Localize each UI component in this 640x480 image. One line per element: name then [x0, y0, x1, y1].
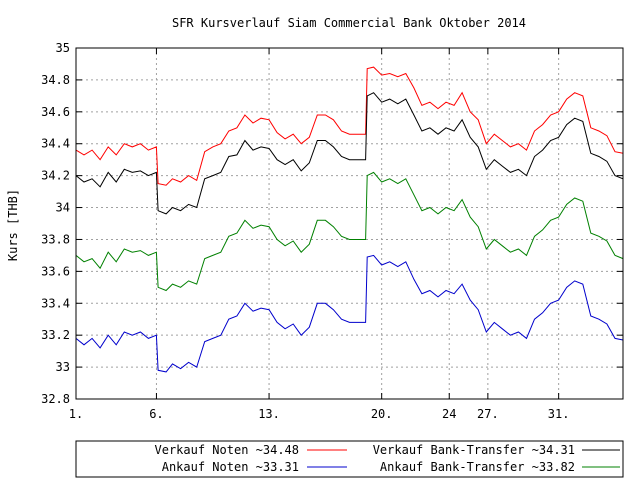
series-line — [75, 254, 624, 373]
x-tick-label: 1. — [69, 407, 83, 421]
y-axis-ticks: 32.8 33 33.2 33.4 33.6 33.8 34 34.2 34.4 34.6 34.8… — [41, 41, 623, 406]
legend-label: Verkauf Bank-Transfer ~34.31 — [373, 443, 575, 457]
series-group — [75, 66, 624, 186]
series-group — [75, 254, 624, 373]
series-line — [75, 66, 624, 186]
y-tick-label: 34.2 — [41, 169, 70, 183]
x-tick-label: 6. — [149, 407, 163, 421]
legend-box — [75, 440, 624, 478]
x-tick-label: 13. — [258, 407, 280, 421]
x-tick-label: 27. — [477, 407, 499, 421]
y-tick-label: 33.6 — [41, 264, 70, 278]
grid-lines — [76, 48, 623, 399]
legend-label: Ankauf Noten ~33.31 — [162, 460, 299, 474]
legend: Verkauf Noten ~34.48 Verkauf Bank-Transfe… — [75, 440, 624, 478]
x-tick-label: 24 — [442, 407, 456, 421]
y-tick-label: 33 — [56, 360, 70, 374]
x-tick-label: 31. — [548, 407, 570, 421]
y-tick-label: 34.4 — [41, 137, 70, 151]
legend-label: Verkauf Noten ~34.48 — [155, 443, 300, 457]
legend-label: Ankauf Bank-Transfer ~33.82 — [380, 460, 575, 474]
series-layer — [75, 66, 624, 373]
y-tick-label: 34.8 — [41, 73, 70, 87]
y-tick-label: 35 — [56, 41, 70, 55]
series-line — [75, 92, 624, 215]
series-group — [75, 92, 624, 215]
y-tick-label: 34 — [56, 201, 70, 215]
y-tick-label: 33.8 — [41, 232, 70, 246]
x-axis-ticks: 1. 6. 13. 20. 24 27. 31. — [69, 48, 570, 421]
y-tick-label: 34.6 — [41, 105, 70, 119]
plot-frame — [75, 47, 624, 400]
y-tick-label: 33.2 — [41, 328, 70, 342]
series-group — [75, 171, 624, 292]
chart-title: SFR Kursverlauf Siam Commercial Bank Okt… — [172, 16, 526, 30]
y-tick-label: 33.4 — [41, 296, 70, 310]
y-axis-label: Kurs [THB] — [6, 189, 20, 261]
series-line — [75, 171, 624, 292]
x-tick-label: 20. — [371, 407, 393, 421]
y-tick-label: 32.8 — [41, 392, 70, 406]
